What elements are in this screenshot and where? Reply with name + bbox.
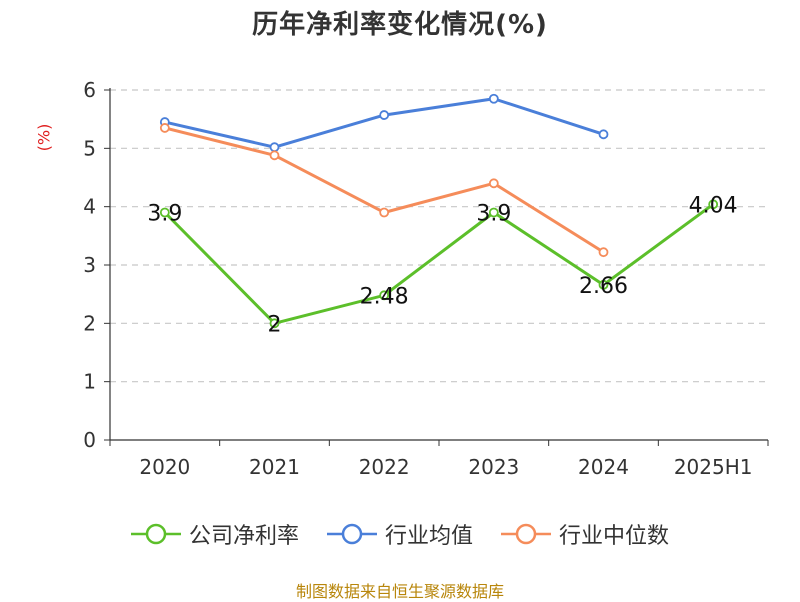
y-tick-label: 6: [83, 78, 96, 102]
legend-item-industry-median[interactable]: 行业中位数: [501, 518, 669, 550]
y-tick-label: 2: [83, 311, 96, 335]
x-tick-label: 2022: [359, 455, 410, 479]
data-label: 2.48: [360, 284, 409, 309]
data-point: [598, 279, 609, 290]
data-point: [379, 110, 390, 120]
data-point: [488, 93, 499, 104]
legend-line-marker-icon: [130, 523, 181, 545]
data-label: 4.04: [689, 193, 738, 218]
data-point: [708, 199, 719, 210]
data-point: [598, 247, 609, 258]
legend-label: 行业中位数: [559, 524, 670, 549]
data-point: [488, 178, 499, 189]
y-tick-label: 3: [83, 253, 96, 277]
x-tick-label: 2021: [249, 455, 300, 479]
data-point: [488, 207, 499, 218]
y-tick-label: 0: [83, 428, 96, 452]
legend-label: 行业均值: [384, 524, 473, 549]
data-point: [598, 129, 609, 140]
data-point: [269, 318, 280, 329]
legend-line-marker-icon: [326, 523, 377, 545]
chart-legend: 公司净利率 行业均值 行业中位数: [0, 518, 800, 550]
data-point: [269, 142, 280, 153]
legend-label: 公司净利率: [188, 524, 299, 549]
series-line: [164, 97, 604, 149]
x-tick-label: 2024: [578, 455, 629, 479]
series-line: [164, 126, 605, 254]
data-source-note: 制图数据来自恒生聚源数据库: [295, 582, 504, 601]
data-label: 2.66: [579, 274, 628, 299]
data-point: [379, 207, 390, 218]
y-tick-label: 4: [83, 195, 96, 219]
x-tick-label: 2025H1: [674, 455, 753, 479]
data-point: [159, 123, 170, 133]
x-tick-label: 2023: [468, 455, 519, 479]
data-label: 3.9: [147, 202, 182, 227]
data-label: 2: [268, 312, 282, 337]
chart-title: 历年净利率变化情况(%): [252, 10, 548, 40]
legend-line-marker-icon: [501, 523, 551, 545]
legend-item-industry-mean[interactable]: 行业均值: [326, 518, 473, 550]
data-point: [269, 150, 280, 161]
y-tick-label: 1: [83, 370, 96, 394]
data-point: [379, 290, 390, 301]
data-point: [159, 207, 170, 218]
y-tick-label: 5: [83, 136, 96, 160]
series-line: [163, 203, 715, 325]
legend-item-company[interactable]: 公司净利率: [130, 518, 299, 550]
x-tick-label: 2020: [139, 455, 190, 479]
data-label: 3.9: [476, 202, 511, 227]
